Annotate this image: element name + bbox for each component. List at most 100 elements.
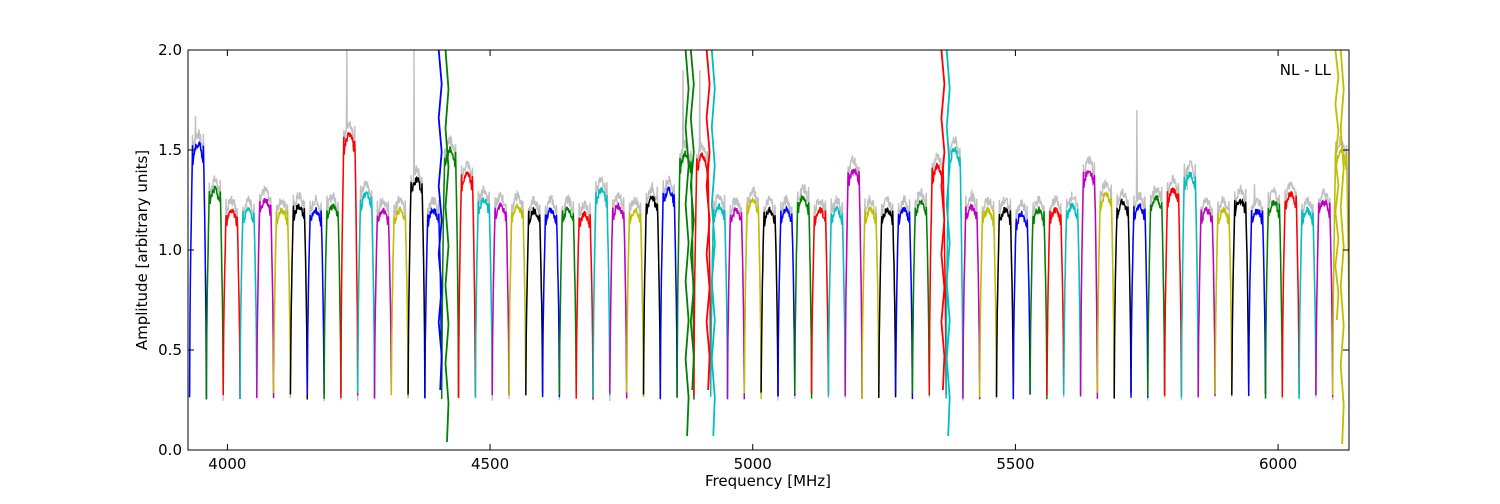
bandpass-series-band [323,203,342,400]
rfi-spike [684,50,690,437]
raw-series-band [289,192,308,398]
bandpass-series-band [1315,197,1334,398]
bandpass-series-band [1147,194,1166,397]
rfi-spike [940,50,946,391]
raw-series-band [962,188,981,401]
bandpass-series-band [239,206,258,399]
bandpass-series-band [1197,206,1216,398]
bandpass-series-band [575,210,594,400]
bandpass-series-band [625,207,645,398]
raw-series-band [1046,194,1065,398]
raw-series-band [1130,109,1149,400]
bandpass-series-band [1214,206,1233,395]
bandpass-series-band [609,202,628,399]
raw-series-band [1096,179,1115,396]
raw-series-band [1079,155,1099,400]
bandpass-series-band [256,198,275,399]
raw-series-band [760,195,779,401]
bandpass-series-band [1264,200,1284,399]
rfi-spike-layer [437,50,1345,445]
raw-series-band [861,194,880,398]
bandpass-series-band [726,207,746,400]
x-tick-label: 6000 [1259,455,1297,473]
raw-series-band [306,195,325,402]
raw-series-band [491,191,510,401]
x-tick-label: 4000 [208,455,246,473]
raw-series-band [710,193,729,399]
bandpass-series-band [1298,206,1317,399]
raw-series-band [323,192,342,401]
y-tick-label: 1.5 [158,141,182,159]
raw-series-band [222,195,241,399]
bandpass-series-band [827,205,846,397]
bandpass-series-band [474,196,493,398]
bandpass-series-layer [188,132,1349,400]
bandpass-series-band [911,199,931,396]
bandpass-series-band [340,132,359,399]
bandpass-series-band [407,175,426,399]
raw-series-band [1231,183,1250,393]
raw-series-band [827,195,846,399]
bandpass-series-band [962,203,981,400]
raw-series-band [1029,195,1048,398]
plot-annotation: NL - LL [1280,61,1332,79]
y-tick-label: 0.5 [158,341,182,359]
rfi-spike [705,50,711,391]
bandpass-series-band [424,206,443,399]
raw-series-band [188,115,208,398]
raw-series-band [794,184,813,397]
raw-series-band [508,189,527,400]
bandpass-series-band [978,206,998,398]
bandpass-series-band [709,202,729,400]
bandpass-series-band [676,150,695,400]
raw-series-band [390,195,409,398]
raw-series-band [1147,185,1166,401]
raw-series-band [1264,187,1283,398]
x-tick-label: 5500 [996,455,1034,473]
y-axis-label: Amplitude [arbitrary units] [133,150,151,350]
raw-series-band [1298,196,1317,400]
raw-series-band [424,196,443,397]
raw-series-band [743,186,762,397]
y-tick-label: 0.0 [158,441,182,459]
raw-series-band [609,192,628,402]
raw-series-band [592,175,611,400]
raw-series-band [256,185,275,395]
rfi-spike [444,50,450,443]
bandpass-series-band [289,203,309,400]
raw-series-band [1012,199,1031,398]
bandpass-series-band [1113,198,1132,399]
bandpass-series-band [306,207,325,395]
y-tick-label: 1.0 [158,241,182,259]
raw-series-band [810,197,830,394]
raw-series-band [474,185,493,400]
bandpass-series-band [1046,207,1065,396]
bandpass-series-band [1281,190,1300,398]
raw-series-band [979,196,998,400]
rfi-spike [710,50,716,437]
bandpass-series-band [525,207,544,396]
raw-series-band [525,195,544,393]
bandpass-series-band [1231,197,1250,396]
bandpass-series-band [205,185,224,400]
raw-series-band [373,196,392,394]
plot-background [188,50,1349,450]
bandpass-series-band [491,202,510,396]
bandpass-series-band [861,205,880,399]
raw-series-band [205,175,224,401]
raw-series-band [457,160,477,399]
raw-series-band [541,194,561,397]
rfi-spike [437,50,443,391]
bandpass-series-band [1247,208,1267,397]
rfi-spike [1339,50,1345,445]
x-axis-label: Frequency [MHz] [705,472,831,490]
bandpass-series-band [188,140,208,400]
raw-series-band [1113,188,1132,396]
y-axis-ticks: 0.0 0.5 1.0 1.5 2.0 [158,41,1349,459]
bandpass-series-band [457,171,477,399]
rfi-spike [1334,50,1340,321]
raw-series-band [894,195,914,394]
bandpass-series-band [222,208,241,400]
